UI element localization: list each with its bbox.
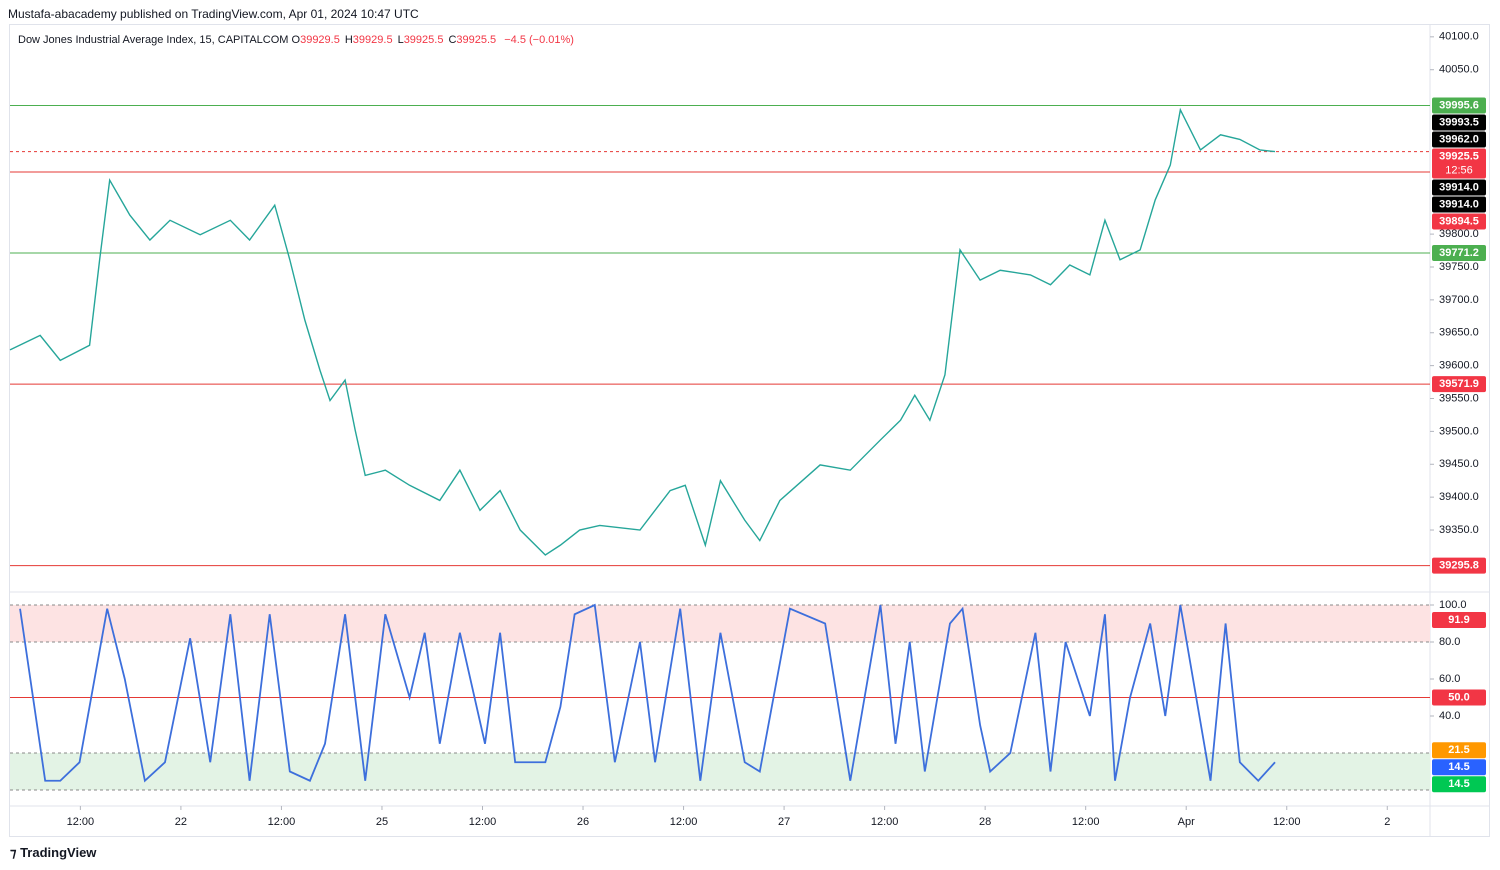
- ohlc-value: 39925.5: [403, 34, 444, 46]
- price-badge: [1432, 245, 1486, 262]
- badge-label: 14.5: [1448, 778, 1469, 790]
- x-tick-label: 25: [376, 816, 388, 828]
- price-badge: [1432, 196, 1486, 213]
- ohlc-key: L: [397, 34, 404, 46]
- ohlc-value: 39929.5: [300, 34, 340, 46]
- x-tick-label: 12:00: [67, 816, 95, 828]
- x-tick-label: 12:00: [1072, 816, 1100, 828]
- price-line: [19, 603, 1276, 783]
- x-tick-label: 12:00: [1273, 816, 1301, 828]
- price-badge: [1432, 179, 1486, 196]
- y-tick-label: 39800.0: [1439, 228, 1479, 240]
- price-badge: [1432, 776, 1486, 793]
- price-badge: [1432, 131, 1486, 148]
- price-badge: [1432, 97, 1486, 114]
- badge-note: 12:56: [1445, 164, 1473, 176]
- ohlc-key: O: [291, 34, 301, 46]
- symbol: Dow Jones Industrial Average Index, 15, …: [18, 34, 289, 46]
- price-badge: [1432, 148, 1486, 179]
- ohlc-value: 39929.5: [352, 34, 393, 46]
- x-tick-label: 12:00: [469, 816, 497, 828]
- y-tick-label: 80.0: [1439, 636, 1460, 648]
- y-tick-label: 100.0: [1439, 599, 1467, 611]
- x-tick-label: Apr: [1178, 816, 1195, 828]
- y-tick-label: 40100.0: [1439, 31, 1479, 43]
- badge-label: 39295.8: [1439, 560, 1479, 572]
- badge-label: 14.5: [1448, 761, 1469, 773]
- ohlc-key: C: [448, 34, 457, 46]
- x-tick-label: 12:00: [670, 816, 698, 828]
- badge-label: 39771.2: [1439, 247, 1479, 259]
- badge-label: 39962.0: [1439, 133, 1479, 145]
- x-tick-label: 27: [778, 816, 790, 828]
- price-badge: [1432, 689, 1486, 706]
- price-line: [9, 107, 1276, 556]
- ohlc-key: H: [344, 34, 353, 46]
- price-badge: [1432, 611, 1486, 628]
- x-tick-label: 22: [175, 816, 187, 828]
- price-badge: [1432, 376, 1486, 393]
- change: −4.5 (−0.01%): [504, 34, 574, 46]
- published: Mustafa-abacademy published on TradingVi…: [8, 7, 419, 21]
- y-tick-label: 40050.0: [1439, 64, 1479, 76]
- y-tick-label: 39350.0: [1439, 524, 1479, 536]
- price-badge: [1432, 557, 1486, 574]
- badge-label: 39914.0: [1439, 181, 1479, 193]
- badge-label: 21.5: [1448, 744, 1469, 756]
- price-badge: [1432, 742, 1486, 759]
- badge-label: 91.9: [1448, 614, 1469, 626]
- badge-label: 39925.5: [1439, 150, 1479, 162]
- y-tick-label: 60.0: [1439, 673, 1460, 685]
- x-tick-label: 12:00: [871, 816, 899, 828]
- brand-name: TradingView: [20, 845, 97, 860]
- x-tick-label: 28: [979, 816, 991, 828]
- badge-label: 39993.5: [1439, 116, 1479, 128]
- price-badge: [1432, 759, 1486, 776]
- badge-label: 39571.9: [1439, 378, 1479, 390]
- badge-label: 39995.6: [1439, 99, 1479, 111]
- y-tick-label: 40.0: [1439, 710, 1460, 722]
- price-badge: [1432, 213, 1486, 230]
- x-tick-label: 2: [1384, 816, 1390, 828]
- frame: [9, 24, 1490, 837]
- y-tick-label: 39450.0: [1439, 458, 1479, 470]
- ohlc-value: 39925.5: [456, 34, 497, 46]
- y-tick-label: 39400.0: [1439, 491, 1479, 503]
- y-tick-label: 39650.0: [1439, 327, 1479, 339]
- badge-label: 39914.0: [1439, 198, 1479, 210]
- badge-label: 39894.5: [1439, 215, 1479, 227]
- zone-band: [10, 753, 1430, 791]
- y-tick-label: 39600.0: [1439, 360, 1479, 372]
- y-tick-label: 39550.0: [1439, 392, 1479, 404]
- brand: ⁊ TradingView: [10, 845, 97, 860]
- y-tick-label: 39750.0: [1439, 261, 1479, 273]
- x-tick-label: 26: [577, 816, 589, 828]
- legend: Dow Jones Industrial Average Index, 15, …: [18, 34, 579, 46]
- badge-label: 50.0: [1448, 691, 1469, 703]
- x-tick-label: 12:00: [268, 816, 296, 828]
- ohlc: O39929.5 H39929.5 L39925.5 C39925.5: [292, 34, 502, 46]
- y-tick-label: 39500.0: [1439, 425, 1479, 437]
- y-tick-label: 39700.0: [1439, 294, 1479, 306]
- price-badge: [1432, 114, 1486, 131]
